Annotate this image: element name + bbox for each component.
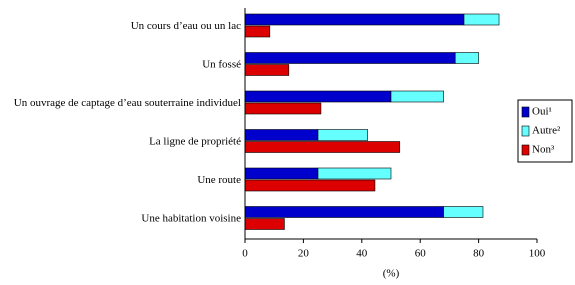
bar — [244, 129, 319, 141]
legend-label: Oui¹ — [532, 106, 552, 118]
bar — [244, 179, 376, 192]
bar — [443, 206, 484, 218]
legend-label: Non³ — [532, 144, 555, 156]
bar — [244, 25, 271, 38]
bar — [244, 218, 285, 230]
x-tick-label: 80 — [473, 248, 485, 260]
bar — [244, 167, 319, 180]
x-axis-label: (%) — [383, 268, 400, 280]
bar — [317, 129, 368, 141]
bar — [463, 13, 500, 26]
bar — [390, 90, 444, 103]
bar — [244, 90, 392, 103]
category-label: La ligne de propriété — [149, 135, 241, 147]
bar — [244, 141, 401, 153]
category-label: Un cours d’eau ou un lac — [131, 20, 241, 32]
category-label: Un fossé — [202, 58, 241, 70]
legend-swatch — [521, 106, 530, 118]
bar — [317, 167, 392, 180]
x-tick-label: 0 — [242, 248, 248, 260]
category-label: Une route — [197, 174, 241, 186]
bar — [244, 52, 456, 64]
x-tick-label: 60 — [415, 248, 427, 260]
x-tick-label: 20 — [298, 248, 310, 260]
category-label: Un ouvrage de captage d’eau souterraine … — [14, 97, 241, 109]
legend-box — [517, 99, 573, 163]
bar — [244, 206, 444, 218]
legend-label: Autre² — [532, 125, 561, 137]
x-tick-label: 40 — [356, 248, 368, 260]
bar — [244, 13, 465, 26]
bar — [454, 52, 479, 64]
legend-swatch — [521, 144, 530, 156]
bar — [244, 102, 322, 115]
legend-swatch — [521, 125, 530, 137]
bar — [244, 64, 290, 76]
category-label: Une habitation voisine — [141, 212, 241, 224]
x-tick-label: 100 — [529, 248, 546, 260]
